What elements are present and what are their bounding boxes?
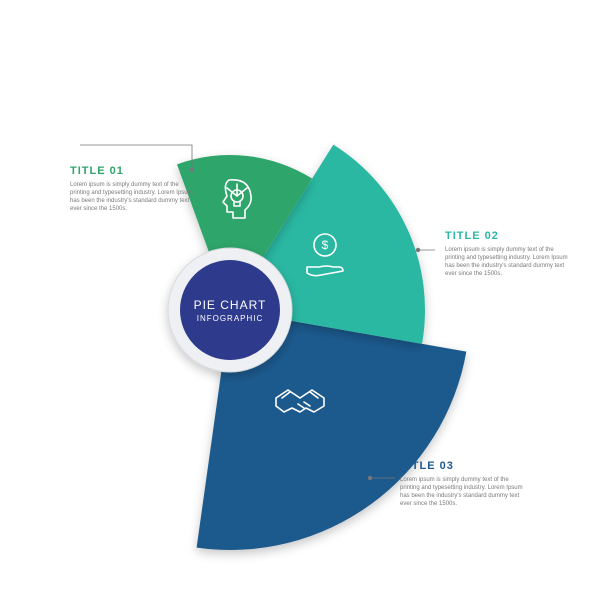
callout-body-1: Lorem ipsum is simply dummy text of the … xyxy=(70,181,200,213)
svg-text:$: $ xyxy=(322,238,329,252)
center-title-line1: PIE CHART xyxy=(175,298,285,312)
center-title-line2: INFOGRAPHIC xyxy=(175,314,285,323)
callout-2: TITLE 02 Lorem ipsum is simply dummy text… xyxy=(445,230,575,278)
callout-1: TITLE 01 Lorem ipsum is simply dummy text… xyxy=(70,165,200,213)
chart-svg: $ xyxy=(0,0,612,612)
callout-title-3: TITLE 03 xyxy=(400,460,530,472)
callout-title-2: TITLE 02 xyxy=(445,230,575,242)
callout-title-1: TITLE 01 xyxy=(70,165,200,177)
leader-dot-2 xyxy=(416,248,420,252)
callout-body-2: Lorem ipsum is simply dummy text of the … xyxy=(445,246,575,278)
callout-body-3: Lorem ipsum is simply dummy text of the … xyxy=(400,476,530,508)
callout-3: TITLE 03 Lorem ipsum is simply dummy text… xyxy=(400,460,530,508)
leader-dot-3 xyxy=(368,476,372,480)
center-label: PIE CHART INFOGRAPHIC xyxy=(175,298,285,323)
infographic-stage: { "type": "infographic", "background_col… xyxy=(0,0,612,612)
